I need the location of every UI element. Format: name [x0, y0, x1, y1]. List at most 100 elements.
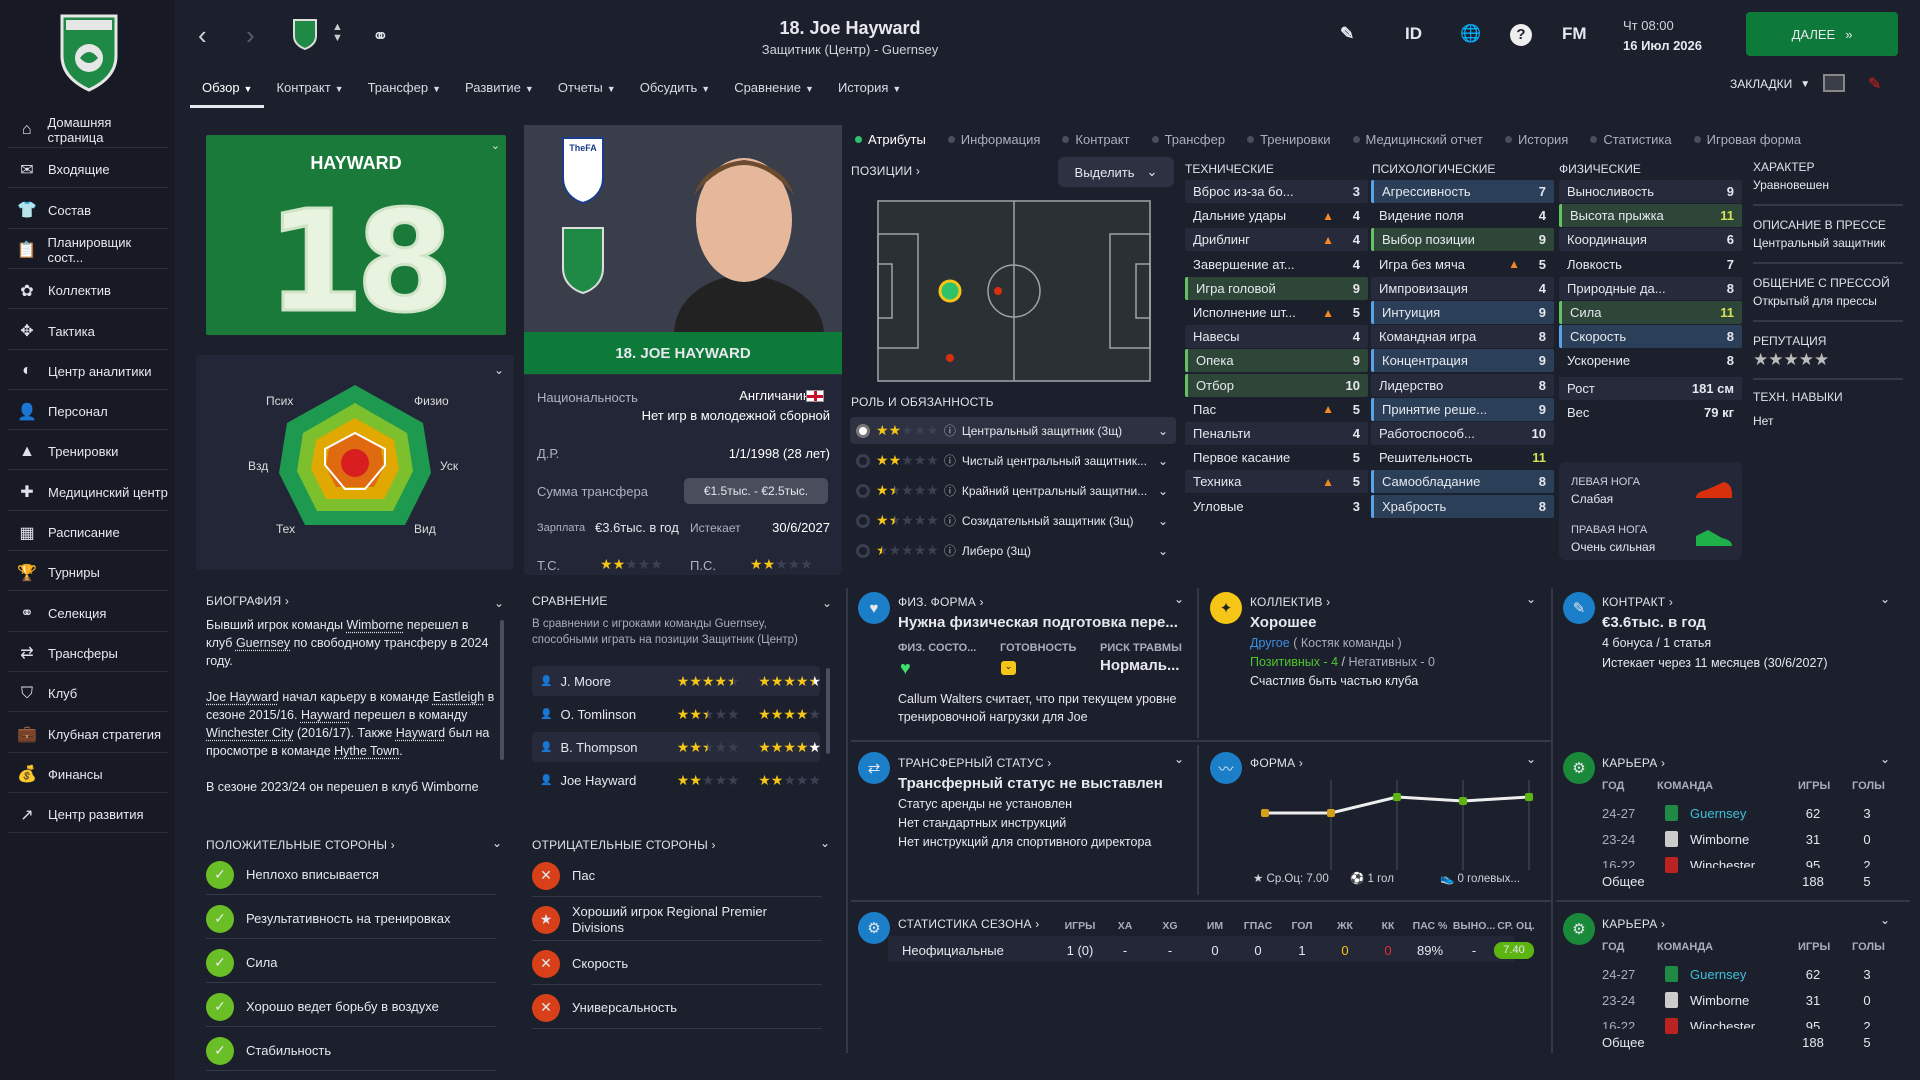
sidebar-item[interactable]: 👤 Персонал [8, 394, 168, 431]
subtab[interactable]: Информация [947, 132, 1040, 147]
role-radio[interactable] [856, 483, 870, 498]
sidebar-item[interactable]: ⌂ Домашняя страница [8, 112, 168, 148]
positive-item[interactable]: ✓ Сила [206, 943, 496, 983]
career-link[interactable]: КАРЬЕРА › [1602, 756, 1666, 770]
subtab[interactable]: Медицинский отчет [1352, 132, 1483, 147]
attribute-row[interactable]: Координация 6 [1559, 228, 1742, 252]
attribute-row[interactable]: Скорость 8 [1559, 325, 1742, 349]
fm-button[interactable]: FM [1562, 24, 1587, 43]
chevron-down-icon[interactable]: ⌄ [1157, 483, 1168, 498]
sidebar-item[interactable]: ↗ Центр развития [8, 797, 168, 834]
bookmarks-button[interactable]: ЗАКЛАДКИ ▼ [1730, 77, 1810, 91]
player-name[interactable]: O. Tomlinson [560, 706, 637, 722]
sidebar-item[interactable]: ✿ Коллектив [8, 273, 168, 310]
positive-item[interactable]: ✓ Неплохо вписывается [206, 855, 496, 895]
attribute-row[interactable]: Сила 11 [1559, 301, 1742, 324]
club-logo[interactable] [58, 12, 120, 92]
chevron-down-icon[interactable]: ⌄ [1157, 543, 1168, 558]
stat-header[interactable]: ИГРЫ [1064, 920, 1096, 932]
forward-arrow-icon[interactable]: › [246, 20, 255, 50]
comparison-row[interactable]: 👤 J. Moore ★ ★ ★ ★ ★ ★ ★ ★ ★ ★ [532, 666, 821, 696]
attribute-row[interactable]: Лидерство 8 [1371, 373, 1554, 397]
role-row[interactable]: ★ ★ ★ ★ ★ ⓘ Центральный защитник (3щ) ⌄ [850, 417, 1176, 444]
sidebar-item[interactable]: ▲ Тренировки [8, 434, 168, 471]
stat-header[interactable]: ЖК [1337, 920, 1353, 932]
bio-link[interactable]: Eastleigh [432, 690, 485, 704]
attribute-row[interactable]: Выбор позиции 9 [1371, 228, 1554, 252]
comparison-row[interactable]: 👤 Joe Hayward ★ ★ ★ ★ ★ ★ ★ ★ ★ ★ [532, 765, 821, 795]
attribute-row[interactable]: Видение поля 4 [1371, 204, 1554, 227]
sidebar-item[interactable]: 💼 Клубная стратегия [8, 717, 168, 753]
tab[interactable]: Отчеты ▼ [546, 76, 628, 108]
negative-item[interactable]: ✕ Универсальность [532, 987, 822, 1029]
info-icon[interactable]: ⓘ [943, 544, 956, 558]
sidebar-item[interactable]: ⚭ Селекция [8, 596, 168, 632]
stat-header[interactable]: ГПАС [1243, 920, 1273, 932]
subtab[interactable]: Атрибуты [855, 132, 926, 147]
sidebar-item[interactable]: 📋 Планировщик сост... [8, 233, 168, 269]
sidebar-item[interactable]: ✉ Входящие [8, 152, 168, 189]
attribute-row[interactable]: Принятие реше... 9 [1371, 397, 1554, 421]
stat-header[interactable]: ИМ [1206, 920, 1224, 932]
attribute-row[interactable]: Работоспособ... 10 [1371, 422, 1554, 445]
attribute-row[interactable]: Высота прыжка 11 [1559, 204, 1742, 228]
attribute-row[interactable]: Опека 9 [1185, 349, 1368, 373]
stat-header[interactable]: XG [1162, 920, 1178, 932]
role-radio[interactable] [856, 423, 870, 438]
info-icon[interactable]: ⓘ [943, 454, 956, 468]
attribute-row[interactable]: Игра без мяча ▲ 5 [1371, 253, 1554, 276]
season-stats-row[interactable] [888, 936, 1514, 962]
binoculars-icon[interactable]: ⚭ [372, 26, 389, 48]
attribute-row[interactable]: Агрессивность 7 [1371, 180, 1554, 203]
scrollbar[interactable] [826, 668, 830, 754]
attribute-row[interactable]: Первое касание 5 [1185, 446, 1368, 469]
fitness-link[interactable]: ФИЗ. ФОРМА › [898, 595, 984, 609]
scrollbar[interactable] [500, 620, 504, 760]
chevron-down-icon[interactable]: ⌄ [493, 596, 504, 610]
player-name[interactable]: J. Moore [560, 673, 612, 689]
chevron-down-icon[interactable]: ⌄ [492, 836, 503, 850]
form-point[interactable] [1459, 797, 1467, 805]
career-team[interactable]: Guernsey [1690, 806, 1747, 821]
stat-header[interactable]: ВЫНО... [1452, 920, 1496, 932]
chevron-down-icon[interactable]: ⌄ [1880, 592, 1891, 606]
attribute-row[interactable]: Командная игра 8 [1371, 325, 1554, 349]
sidebar-item[interactable]: ⇄ Трансферы [8, 636, 168, 672]
globe-icon[interactable]: 🌐 [1460, 24, 1482, 43]
form-link[interactable]: ФОРМА › [1250, 756, 1304, 770]
career-team[interactable]: Wimborne [1690, 832, 1750, 847]
tab[interactable]: Трансфер ▼ [356, 76, 453, 108]
continue-button[interactable]: ДАЛЕЕ » [1746, 12, 1898, 56]
nationality-value[interactable]: Англичанин [739, 388, 810, 403]
attribute-row[interactable]: Вброс из-за бо... 3 [1185, 180, 1368, 203]
stat-header[interactable]: ПАС % [1412, 920, 1448, 932]
bio-link[interactable]: Winchester City [206, 726, 294, 740]
tab[interactable]: Обзор ▼ [190, 76, 265, 108]
attribute-row[interactable]: Концентрация 9 [1371, 349, 1554, 373]
attribute-row[interactable]: Дриблинг ▲ 4 [1185, 228, 1368, 252]
form-point[interactable] [1393, 793, 1401, 801]
info-icon[interactable]: ⓘ [943, 514, 956, 528]
negative-item[interactable]: ✕ Скорость [532, 943, 822, 985]
bio-link[interactable]: Hythe Town [334, 744, 400, 758]
attribute-row[interactable]: Выносливость 9 [1559, 180, 1742, 203]
season-stats-link[interactable]: СТАТИСТИКА СЕЗОНА › [898, 917, 1040, 931]
stat-header[interactable]: СР. ОЦ. [1497, 920, 1535, 932]
attribute-row[interactable]: Интуиция 9 [1371, 301, 1554, 324]
negative-item[interactable]: ✕ Пас [532, 855, 822, 897]
monitor-icon[interactable] [1823, 74, 1845, 92]
chevron-down-icon[interactable]: ⌄ [1880, 752, 1891, 766]
id-button[interactable]: ID [1405, 24, 1422, 43]
attribute-row[interactable]: Угловые 3 [1185, 495, 1368, 518]
chevron-down-icon[interactable]: ⌄ [1174, 592, 1185, 606]
comparison-row[interactable]: 👤 O. Tomlinson ★ ★ ★ ★ ★ ★ ★ ★ ★ ★ [532, 699, 821, 729]
role-row[interactable]: ★ ★ ★ ★ ★ ⓘ Либеро (3щ) ⌄ [850, 537, 1176, 564]
social-group[interactable]: Другое [1250, 636, 1290, 650]
form-point[interactable] [1327, 809, 1335, 817]
chevron-down-icon[interactable]: ⌄ [1157, 513, 1168, 528]
tab[interactable]: Сравнение ▼ [722, 76, 826, 108]
bio-link[interactable]: Guernsey [235, 636, 291, 650]
attribute-row[interactable]: Навесы 4 [1185, 325, 1368, 349]
attribute-row[interactable]: Самообладание 8 [1371, 470, 1554, 494]
sidebar-item[interactable]: 👕 Состав [8, 193, 168, 229]
